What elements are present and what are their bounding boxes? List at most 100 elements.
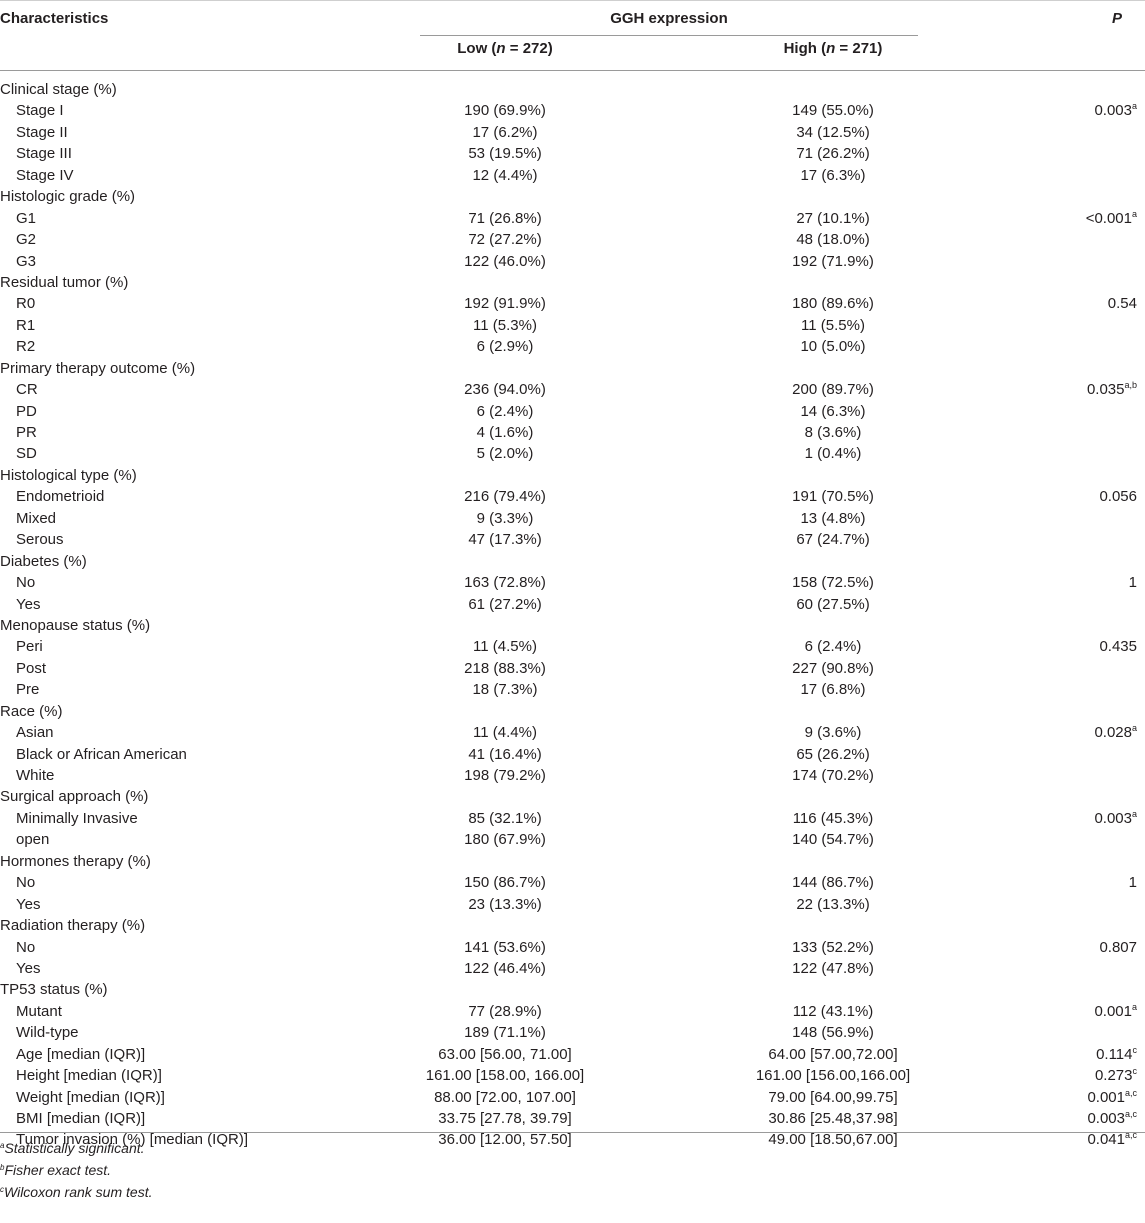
high-value: 71 (26.2%) (796, 145, 870, 163)
low-value: 190 (69.9%) (464, 102, 546, 120)
table-row: Peri 11 (4.5%) 6 (2.4%) 0.435 (0, 636, 1145, 657)
category-row: Menopause status (%) (0, 615, 1145, 636)
row-label: Yes (16, 895, 41, 913)
high-value: 14 (6.3%) (800, 402, 866, 420)
low-value: 33.75 [27.78, 39.79] (438, 1110, 572, 1127)
low-value: 11 (5.3%) (473, 316, 537, 334)
high-value: 8 (3.6%) (804, 424, 862, 441)
row-label: Stage IV (16, 166, 74, 184)
p-value-footnote-mark: a (1131, 1001, 1137, 1012)
table-row: Minimally Invasive 85 (32.1%) 116 (45.3%) 0… (0, 808, 1145, 829)
p-value: 1 (1128, 574, 1137, 592)
low-value: 236 (94.0%) (464, 381, 546, 399)
table-row: Age [median (IQR)] 63.00 [56.00, 71.00] 64… (0, 1044, 1145, 1065)
header-top-rule (0, 0, 1145, 1)
p-value: 0.273c (1094, 1066, 1138, 1085)
table-body: Clinical stage (%) Stage I 190 (69.9%) 149 … (0, 79, 1145, 1151)
table-row: BMI [median (IQR)] 33.75 [27.78, 39.79] 30… (0, 1108, 1145, 1129)
p-value-footnote-mark: a,b (1124, 380, 1137, 391)
low-value: 61 (27.2%) (468, 595, 542, 613)
row-label: Menopause status (%) (0, 616, 151, 634)
low-value: 141 (53.6%) (464, 938, 546, 956)
high-value: 161.00 [156.00,166.00] (755, 1067, 911, 1085)
table-row: Mixed 9 (3.3%) 13 (4.8%) (0, 508, 1145, 529)
category-row: Histologic grade (%) (0, 186, 1145, 207)
low-value: 216 (79.4%) (464, 488, 546, 506)
header-low: Low (n = 272) (457, 40, 553, 57)
row-label: Stage III (16, 145, 72, 163)
high-value: 133 (52.2%) (792, 938, 874, 956)
p-value-footnote-mark: a (1131, 101, 1137, 112)
high-value: 158 (72.5%) (792, 574, 874, 592)
low-value: 4 (1.6%) (476, 424, 534, 441)
row-label: Stage I (16, 102, 64, 120)
table-row: PR 4 (1.6%) 8 (3.6%) (0, 422, 1145, 443)
category-row: Primary therapy outcome (%) (0, 358, 1145, 379)
row-label: Stage II (16, 123, 68, 141)
table-row: Stage III 53 (19.5%) 71 (26.2%) (0, 143, 1145, 164)
low-value: 88.00 [72.00, 107.00] (434, 1088, 576, 1106)
p-value: 0.003a,c (1087, 1109, 1137, 1128)
high-value: 192 (71.9%) (792, 252, 874, 270)
low-value: 47 (17.3%) (468, 531, 542, 549)
low-value: 77 (28.9%) (468, 1002, 542, 1020)
low-value: 85 (32.1%) (468, 809, 542, 827)
row-label: Histological type (%) (0, 466, 137, 484)
p-value: <0.001a (1085, 208, 1137, 227)
row-label: PD (16, 402, 37, 420)
low-value: 9 (3.3%) (476, 509, 534, 527)
p-value: 0.003a (1094, 808, 1137, 827)
low-value: 122 (46.4%) (464, 959, 546, 977)
low-value: 161.00 [158.00, 166.00] (425, 1067, 585, 1085)
high-value: 148 (56.9%) (792, 1024, 874, 1042)
table-row: Weight [median (IQR)] 88.00 [72.00, 107.0… (0, 1087, 1145, 1108)
high-value: 191 (70.5%) (792, 488, 874, 506)
category-row: TP53 status (%) (0, 979, 1145, 1000)
table-row: Stage I 190 (69.9%) 149 (55.0%) 0.003a (0, 100, 1145, 121)
row-label: Mutant (16, 1002, 62, 1020)
low-value: 12 (4.4%) (472, 166, 538, 184)
p-value-footnote-mark: a,c (1124, 1109, 1137, 1119)
low-value: 5 (2.0%) (476, 445, 534, 463)
p-value: 0.003a (1094, 101, 1137, 120)
low-value: 72 (27.2%) (468, 231, 542, 249)
high-value: 200 (89.7%) (792, 381, 874, 399)
row-label: Yes (16, 959, 41, 977)
table-row: Post 218 (88.3%) 227 (90.8%) (0, 658, 1145, 679)
low-value: 63.00 [56.00, 71.00] (438, 1045, 572, 1063)
high-value: 27 (10.1%) (796, 209, 870, 227)
low-value: 163 (72.8%) (464, 574, 546, 592)
row-label: Endometrioid (16, 488, 105, 506)
table-row: Yes 122 (46.4%) 122 (47.8%) (0, 958, 1145, 979)
p-value: 0.114c (1096, 1044, 1137, 1063)
high-value: 17 (6.3%) (800, 166, 866, 184)
row-label: R1 (16, 316, 36, 334)
header-group: GGH expression (610, 10, 728, 27)
row-label: R0 (16, 295, 36, 313)
row-label: White (16, 767, 55, 784)
table-row: Yes 23 (13.3%) 22 (13.3%) (0, 894, 1145, 915)
high-value: 9 (3.6%) (804, 724, 862, 742)
table-row: Black or African American 41 (16.4%) 65 (2… (0, 744, 1145, 765)
row-label: No (16, 574, 36, 592)
row-label: Residual tumor (%) (0, 273, 129, 291)
row-label: No (16, 938, 36, 956)
low-value: 218 (88.3%) (464, 659, 546, 677)
table-row: No 163 (72.8%) 158 (72.5%) 1 (0, 572, 1145, 593)
row-label: Diabetes (%) (0, 552, 87, 570)
p-value-footnote-mark: c (1132, 1066, 1138, 1077)
category-row: Hormones therapy (%) (0, 851, 1145, 872)
row-label: Post (16, 659, 47, 677)
p-value-footnote-mark: a (1131, 723, 1137, 734)
row-label: Radiation therapy (%) (0, 917, 146, 935)
row-label: Clinical stage (%) (0, 81, 117, 98)
low-value: 6 (2.9%) (476, 338, 534, 356)
high-value: 116 (45.3%) (792, 809, 874, 827)
p-value-footnote-mark: a (1131, 808, 1137, 819)
low-value: 180 (67.9%) (464, 831, 546, 849)
table-row: Endometrioid 216 (79.4%) 191 (70.5%) 0.056 (0, 486, 1145, 507)
p-value: 0.035a,b (1086, 380, 1137, 399)
low-value: 189 (71.1%) (464, 1024, 546, 1042)
row-label: Tumor invasion (%) [median (IQR)] (16, 1131, 249, 1149)
table-row: Yes 61 (27.2%) 60 (27.5%) (0, 594, 1145, 615)
